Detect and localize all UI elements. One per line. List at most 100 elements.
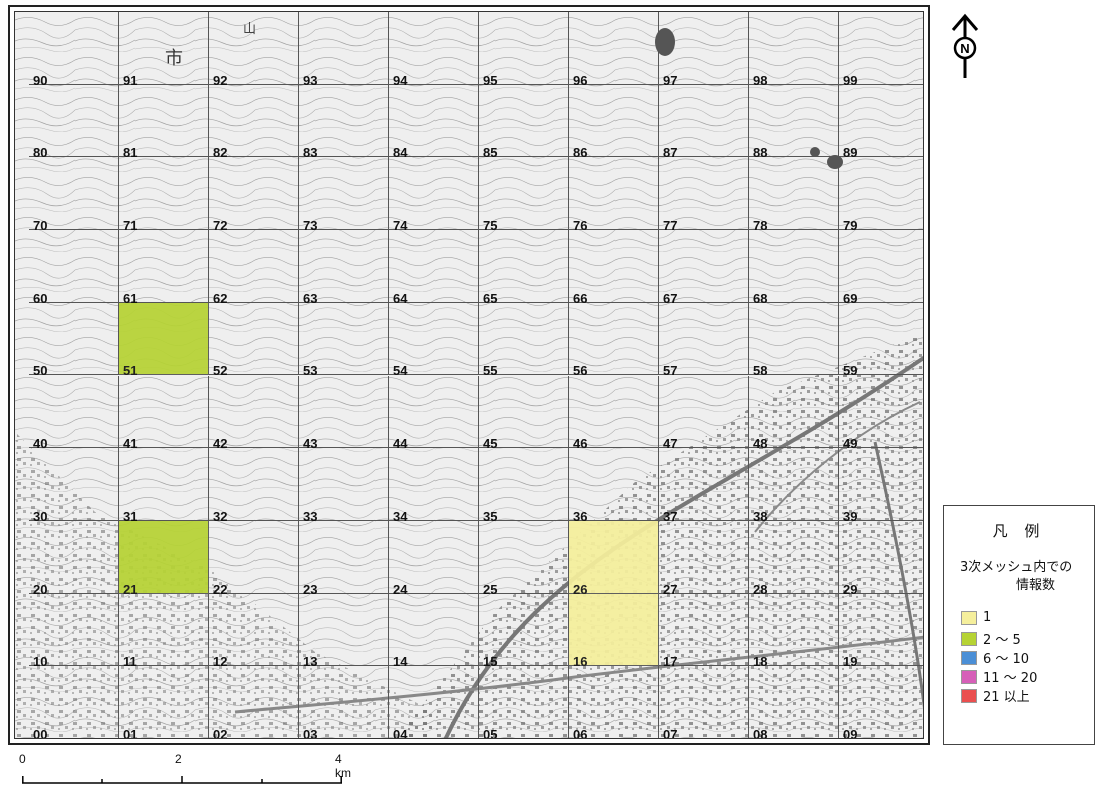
mesh-cell-80[interactable]: 80 [29,84,119,160]
mesh-cell-29[interactable]: 29 [839,521,923,597]
mesh-cell-39[interactable]: 39 [839,448,923,524]
mesh-cell-36[interactable]: 36 [569,448,659,524]
mesh-cell-96[interactable]: 96 [569,12,659,88]
mesh-cell-16[interactable]: 16 [569,593,659,669]
mesh-cell-86[interactable]: 86 [569,84,659,160]
mesh-cell-48[interactable]: 48 [749,375,839,451]
mesh-cell-94[interactable]: 94 [389,12,479,88]
mesh-cell-53[interactable]: 53 [299,302,389,378]
mesh-cell-34[interactable]: 34 [389,448,479,524]
mesh-cell-49[interactable]: 49 [839,376,923,451]
mesh-cell-66[interactable]: 66 [569,230,659,306]
mesh-cell-21[interactable]: 21 [119,520,209,597]
mesh-cell-19[interactable]: 19 [839,594,923,669]
mesh-cell-71[interactable]: 71 [119,157,209,233]
mesh-cell-91[interactable]: 91 [119,12,209,88]
mesh-cell-74[interactable]: 74 [389,157,479,233]
mesh-cell-75[interactable]: 75 [479,157,569,233]
mesh-cell-55[interactable]: 55 [479,302,569,378]
mesh-cell-83[interactable]: 83 [299,84,389,160]
mesh-cell-81[interactable]: 81 [119,84,209,160]
mesh-cell-27[interactable]: 27 [659,520,749,597]
mesh-cell-70[interactable]: 70 [29,157,119,233]
mesh-cell-15[interactable]: 15 [479,593,569,669]
mesh-cell-23[interactable]: 23 [299,520,389,597]
mesh-cell-08[interactable]: 08 [749,666,839,738]
mesh-cell-98[interactable]: 98 [749,12,839,88]
mesh-cell-46[interactable]: 46 [569,375,659,451]
mesh-cell-82[interactable]: 82 [209,84,299,160]
mesh-cell-54[interactable]: 54 [389,302,479,378]
mesh-cell-50[interactable]: 50 [29,302,119,378]
mesh-cell-84[interactable]: 84 [389,84,479,160]
mesh-cell-52[interactable]: 52 [209,302,299,378]
mesh-cell-85[interactable]: 85 [479,84,569,160]
mesh-cell-57[interactable]: 57 [659,302,749,378]
mesh-cell-30[interactable]: 30 [29,448,119,524]
mesh-cell-89[interactable]: 89 [839,85,923,160]
mesh-cell-64[interactable]: 64 [389,230,479,306]
mesh-cell-38[interactable]: 38 [749,448,839,524]
mesh-cell-11[interactable]: 11 [119,593,209,669]
mesh-cell-06[interactable]: 06 [569,666,659,738]
mesh-cell-02[interactable]: 02 [209,666,299,738]
mesh-cell-41[interactable]: 41 [119,375,209,451]
mesh-cell-25[interactable]: 25 [479,520,569,597]
mesh-cell-60[interactable]: 60 [29,230,119,306]
mesh-cell-45[interactable]: 45 [479,375,569,451]
mesh-cell-92[interactable]: 92 [209,12,299,88]
mesh-cell-97[interactable]: 97 [659,12,749,88]
mesh-cell-78[interactable]: 78 [749,157,839,233]
mesh-cell-77[interactable]: 77 [659,157,749,233]
mesh-cell-14[interactable]: 14 [389,593,479,669]
mesh-cell-44[interactable]: 44 [389,375,479,451]
mesh-cell-07[interactable]: 07 [659,666,749,738]
mesh-cell-37[interactable]: 37 [659,448,749,524]
mesh-cell-95[interactable]: 95 [479,12,569,88]
mesh-cell-61[interactable]: 61 [119,230,209,306]
mesh-cell-43[interactable]: 43 [299,375,389,451]
map-area[interactable]: 90 91 92 93 94 95 96 97 98 99 80 81 82 83 84 85 86 87 88 89… [14,11,924,739]
mesh-cell-20[interactable]: 20 [29,520,119,597]
mesh-cell-67[interactable]: 67 [659,230,749,306]
mesh-cell-56[interactable]: 56 [569,302,659,378]
mesh-cell-10[interactable]: 10 [29,593,119,669]
mesh-cell-26[interactable]: 26 [569,520,659,597]
mesh-cell-35[interactable]: 35 [479,448,569,524]
mesh-cell-04[interactable]: 04 [389,666,479,738]
mesh-cell-99[interactable]: 99 [839,12,923,88]
mesh-cell-32[interactable]: 32 [209,448,299,524]
mesh-cell-31[interactable]: 31 [119,448,209,524]
mesh-cell-03[interactable]: 03 [299,666,389,738]
mesh-cell-69[interactable]: 69 [839,230,923,306]
mesh-cell-68[interactable]: 68 [749,230,839,306]
mesh-cell-18[interactable]: 18 [749,593,839,669]
mesh-cell-87[interactable]: 87 [659,84,749,160]
mesh-cell-79[interactable]: 79 [839,157,923,233]
mesh-cell-28[interactable]: 28 [749,520,839,597]
mesh-cell-65[interactable]: 65 [479,230,569,306]
mesh-cell-01[interactable]: 01 [119,666,209,738]
mesh-cell-72[interactable]: 72 [209,157,299,233]
mesh-cell-12[interactable]: 12 [209,593,299,669]
mesh-cell-51[interactable]: 51 [119,302,209,378]
mesh-cell-47[interactable]: 47 [659,375,749,451]
mesh-cell-42[interactable]: 42 [209,375,299,451]
mesh-cell-93[interactable]: 93 [299,12,389,88]
mesh-cell-73[interactable]: 73 [299,157,389,233]
mesh-cell-88[interactable]: 88 [749,84,839,160]
mesh-cell-40[interactable]: 40 [29,375,119,451]
mesh-cell-22[interactable]: 22 [209,520,299,597]
mesh-cell-17[interactable]: 17 [659,593,749,669]
mesh-cell-13[interactable]: 13 [299,593,389,669]
mesh-cell-09[interactable]: 09 [839,666,923,738]
mesh-cell-00[interactable]: 00 [29,666,119,738]
mesh-cell-58[interactable]: 58 [749,302,839,378]
mesh-cell-33[interactable]: 33 [299,448,389,524]
mesh-cell-63[interactable]: 63 [299,230,389,306]
mesh-cell-24[interactable]: 24 [389,520,479,597]
mesh-cell-62[interactable]: 62 [209,230,299,306]
mesh-cell-59[interactable]: 59 [839,303,923,378]
mesh-cell-90[interactable]: 90 [29,12,119,88]
mesh-cell-05[interactable]: 05 [479,666,569,738]
